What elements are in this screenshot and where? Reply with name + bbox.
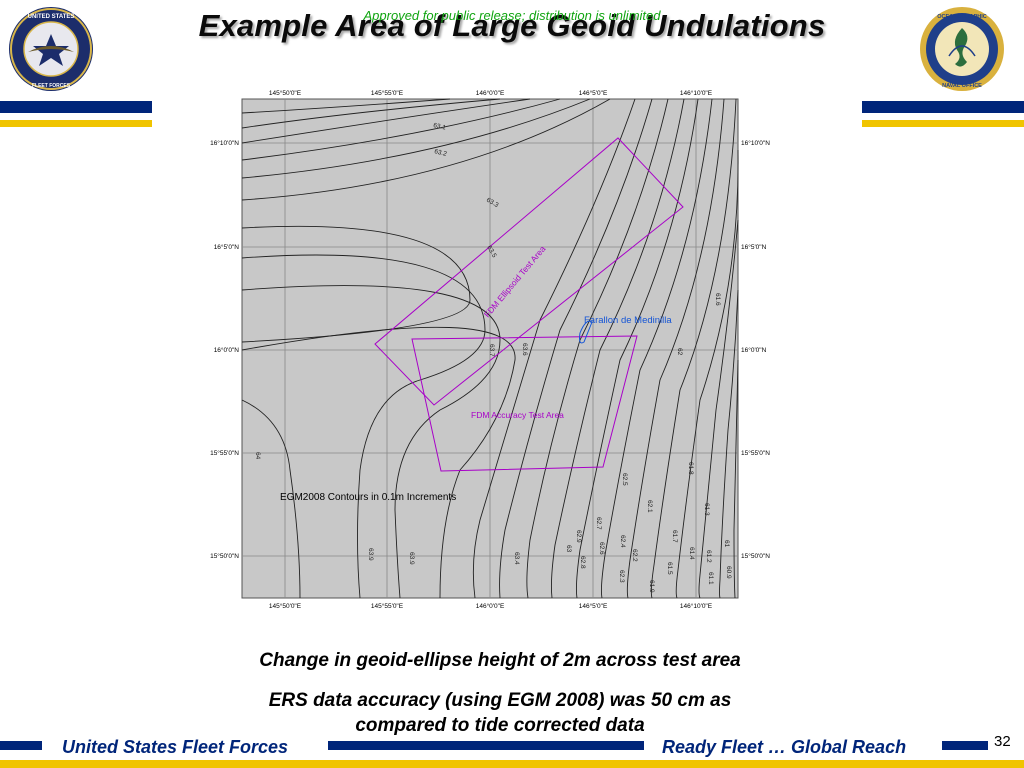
ellipsoid-test-area-outline (374, 137, 684, 406)
left-latitude-label: 16°5'0"N (214, 243, 240, 251)
top-longitude-label: 146°0'0"E (476, 89, 505, 97)
contour-value-label: 61.6 (714, 293, 721, 306)
caption-block: ERS data accuracy (using EGM 2008) was 5… (150, 688, 850, 738)
footer-right-text: Ready Fleet … Global Reach (662, 737, 907, 757)
contour-value-label: 61.1 (707, 572, 714, 585)
header-gold-bar-left (0, 120, 152, 127)
contour-value-label: 63.4 (513, 552, 520, 565)
contour-value-label: 61.7 (671, 530, 678, 543)
left-latitude-label: 15°50'0"N (210, 552, 239, 560)
footer-navy-bar-middle (328, 741, 644, 750)
footer-navy-bar-right (942, 741, 988, 750)
contour-value-label: 63.6 (521, 343, 528, 356)
contour-value-label: 64 (254, 452, 261, 460)
header-gold-bar-right (862, 120, 1024, 127)
footer-gold-bar (0, 760, 1024, 768)
right-latitude-label: 16°5'0"N (741, 243, 767, 251)
contour-value-label: 62.3 (618, 570, 625, 583)
fleet-forces-seal-logo: UNITED STATES FLEET FORCES (8, 6, 94, 92)
left-latitude-label: 15°55'0"N (210, 449, 239, 457)
contour-value-label: 62.9 (575, 530, 582, 543)
contour-value-label: 61.3 (703, 503, 710, 516)
right-latitude-label: 16°10'0"N (741, 139, 770, 147)
contour-value-label: 62.8 (579, 556, 586, 569)
contour-value-label: 60.9 (725, 566, 732, 579)
svg-text:UNITED STATES: UNITED STATES (28, 14, 75, 20)
contour-value-label: 61.5 (666, 562, 673, 575)
contour-value-label: 63 (565, 545, 572, 553)
contour-value-label: 61 (723, 540, 730, 548)
page-number: 32 (994, 733, 1011, 750)
footer-left-text: United States Fleet Forces (62, 737, 289, 757)
contour-value-label: 61.2 (705, 550, 712, 563)
bottom-longitude-label: 145°55'0"E (371, 602, 404, 610)
right-latitude-label: 15°55'0"N (741, 449, 770, 457)
island-name-label: Farallon de Medinilla (584, 315, 672, 326)
contour-value-label: 62.4 (619, 535, 626, 548)
caption-line-3: compared to tide corrected data (355, 715, 645, 736)
contour-note-label: EGM2008 Contours in 0.1m Increments (280, 492, 456, 503)
right-latitude-label: 15°50'0"N (741, 552, 770, 560)
contour-value-label: 62.5 (621, 473, 628, 486)
header-navy-bar-right (862, 101, 1024, 113)
contour-value-label: 62.6 (598, 542, 605, 555)
top-longitude-label: 146°10'0"E (680, 89, 713, 97)
bottom-longitude-label: 145°50'0"E (269, 602, 302, 610)
contour-value-label: 62.7 (595, 517, 602, 530)
svg-text:NAVAL OFFICE: NAVAL OFFICE (942, 83, 982, 89)
slide-title: Example Area of Large Geoid Undulations (198, 8, 826, 43)
top-longitude-label: 145°55'0"E (371, 89, 404, 97)
contour-value-label: 62.1 (646, 500, 653, 513)
contour-value-label: 63.9 (367, 548, 374, 561)
footer-navy-bar-left (0, 741, 42, 750)
bottom-longitude-label: 146°10'0"E (680, 602, 713, 610)
caption-line-1: Change in geoid-ellipse height of 2m acr… (259, 650, 741, 671)
accuracy-test-area-label: FDM Accuracy Test Area (471, 410, 564, 420)
contour-value-label: 62.2 (631, 549, 638, 562)
svg-text:FLEET FORCES: FLEET FORCES (32, 83, 71, 89)
naval-oceanographic-office-seal-logo: OCEANOGRAPHIC NAVAL OFFICE (919, 6, 1005, 92)
contour-value-label: 61.8 (687, 462, 694, 475)
bottom-longitude-label: 146°5'0"E (579, 602, 608, 610)
left-latitude-label: 16°0'0"N (214, 346, 240, 354)
island-outline (579, 320, 593, 344)
top-longitude-label: 146°5'0"E (579, 89, 608, 97)
right-latitude-label: 16°0'0"N (741, 346, 767, 354)
geoid-contour-map: 145°50'0"E 145°55'0"E 146°0'0"E 146°5'0"… (210, 89, 770, 610)
caption-line-2: ERS data accuracy (using EGM 2008) was 5… (268, 690, 732, 711)
bottom-longitude-label: 146°0'0"E (476, 602, 505, 610)
top-longitude-label: 145°50'0"E (269, 89, 302, 97)
contour-value-label: 61.4 (688, 547, 695, 560)
header-navy-bar-left (0, 101, 152, 113)
contour-value-label: 63.7 (488, 344, 495, 357)
contour-value-label: 63.1 (433, 122, 447, 132)
contour-lines (241, 98, 739, 599)
release-notice: Approved for public release; distributio… (363, 8, 661, 23)
contour-value-label: 63.9 (408, 552, 415, 565)
svg-text:OCEANOGRAPHIC: OCEANOGRAPHIC (937, 14, 987, 20)
accuracy-test-area-outline (411, 335, 638, 472)
contour-value-label: 63.2 (434, 148, 448, 158)
contour-value-label: 61.9 (648, 580, 655, 593)
contour-value-label: 62 (676, 348, 683, 356)
left-latitude-label: 16°10'0"N (210, 139, 239, 147)
